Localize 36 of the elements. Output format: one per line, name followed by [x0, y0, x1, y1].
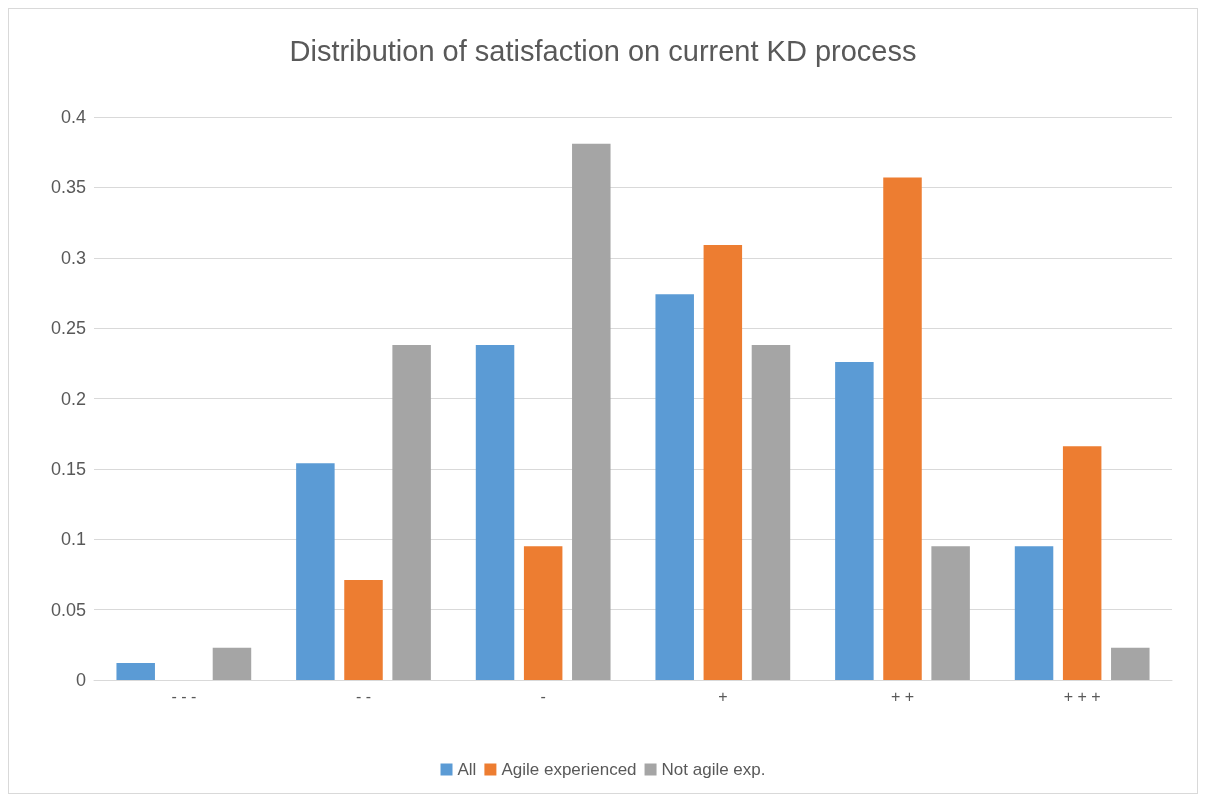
bar — [883, 177, 922, 680]
y-tick-label: 0.25 — [50, 318, 86, 339]
bar — [572, 143, 611, 680]
bar — [931, 546, 970, 680]
bar — [655, 294, 694, 680]
y-tick-label: 0.15 — [50, 458, 86, 479]
bar — [751, 345, 791, 680]
y-tick-label: 0.05 — [50, 599, 86, 620]
bar — [344, 580, 383, 680]
legend-label: Agile experienced — [501, 760, 637, 779]
bar — [296, 463, 335, 680]
bar — [835, 361, 874, 680]
bar — [116, 663, 155, 680]
x-tick-label: + + + — [1063, 687, 1101, 705]
bar — [523, 546, 563, 680]
x-tick-label: - — [540, 687, 546, 705]
bar — [703, 245, 743, 680]
x-tick-label: - - - — [171, 687, 197, 705]
legend-label: Not agile exp. — [661, 760, 766, 779]
y-tick-label: 0.3 — [60, 247, 86, 268]
bar — [1111, 647, 1150, 680]
bar — [212, 647, 252, 680]
bar — [392, 345, 431, 680]
x-tick-label: + — [718, 687, 728, 705]
bar — [1014, 546, 1054, 680]
y-tick-label: 0.35 — [50, 177, 86, 198]
y-tick-label: 0.4 — [60, 107, 86, 127]
y-tick-label: 0.2 — [60, 388, 86, 409]
bar — [1062, 446, 1102, 680]
chart-title: Distribution of satisfaction on current KD process — [289, 34, 917, 67]
legend-label: All — [457, 760, 477, 779]
x-tick-label: + + — [890, 687, 915, 705]
x-tick-label: - - — [355, 687, 372, 705]
y-tick-label: 0.1 — [60, 529, 86, 550]
bar — [475, 345, 515, 680]
y-tick-label: 0 — [75, 670, 86, 690]
